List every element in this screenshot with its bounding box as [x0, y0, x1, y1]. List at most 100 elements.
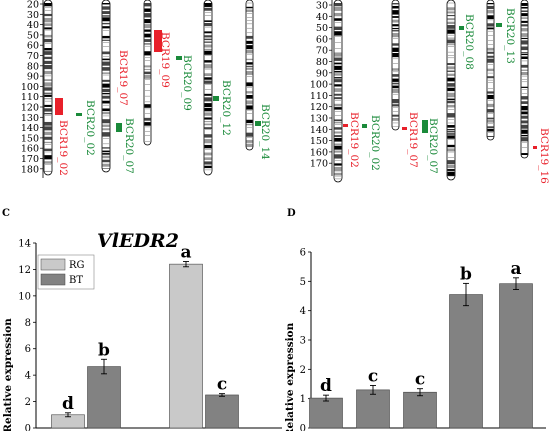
qtl-label: BCR19_02 [348, 112, 360, 168]
qtl-label: BCR20_07 [427, 118, 439, 174]
panel-d-letter: D [287, 208, 296, 219]
chart-c-y-tick-label: 10 [18, 291, 31, 302]
qtl-marker [402, 127, 407, 130]
ruler-tick-label: 70 [316, 46, 328, 57]
qtl-marker [496, 23, 502, 27]
qtl-label: BCR20_08 [463, 14, 475, 70]
qtl-marker [459, 26, 464, 30]
ruler-tick-label: 100 [21, 82, 39, 93]
ruler-tick-label: 90 [316, 68, 328, 79]
qtl-marker [343, 124, 348, 127]
chart-c-bar [169, 263, 203, 429]
ruler-tick-label: 160 [21, 144, 39, 155]
qtl-label: BCR19_07 [407, 112, 419, 168]
chart-d-significance-letter: b [460, 264, 472, 284]
ruler-tick-label: 120 [310, 102, 328, 113]
chromosome-b2 [391, 0, 400, 131]
chart-c-y-tick-label: 8 [25, 318, 31, 329]
ruler-tick-label: 30 [27, 10, 39, 21]
ruler-tick-label: 80 [27, 61, 39, 72]
ruler-tick-label: 80 [316, 57, 328, 68]
chart-c-y-tick-label: 6 [25, 344, 31, 355]
ruler-tick-label: 30 [316, 1, 328, 12]
qtl-marker [154, 30, 162, 52]
ruler-tick-label: 150 [21, 133, 39, 144]
chart-d-bar [356, 389, 390, 429]
qtl-marker [116, 123, 122, 132]
chart-c-significance-letter: a [180, 243, 191, 263]
ruler-tick-label: 170 [310, 159, 328, 170]
ruler-tick-label: 50 [316, 23, 328, 34]
qtl-label: BCR20_13 [504, 8, 516, 64]
qtl-marker [176, 56, 182, 60]
chromosome-a4 [203, 0, 213, 176]
chart-c-significance-letter: b [98, 340, 110, 360]
ruler-tick-label: 100 [310, 80, 328, 91]
chart-c-bar [87, 366, 121, 429]
chart-d-bar [403, 391, 437, 429]
ruler-tick-label: 40 [27, 20, 39, 31]
chart-d-significance-letter: a [510, 259, 521, 279]
ruler-tick-label: 70 [27, 51, 39, 62]
qtl-marker [255, 121, 261, 126]
ruler-tick-label: 150 [310, 136, 328, 147]
ruler-tick-label: 60 [27, 41, 39, 52]
qtl-label: BCR20_09 [181, 55, 193, 111]
chart-c-y-tick-label: 14 [18, 239, 31, 250]
chromosome-panel-a: 2030405060708090100110120130140150160170… [21, 0, 271, 178]
chart-c-legend: RG BT [37, 254, 95, 290]
chart-c-title: VlEDR2 [97, 230, 179, 252]
chromosome-b4 [486, 0, 495, 141]
ruler-tick-label: 140 [310, 125, 328, 136]
legend-swatch [40, 273, 66, 286]
qtl-label: BCR20_07 [123, 118, 135, 174]
chromosome-b1 [333, 0, 343, 183]
qtl-label: BCR19_07 [117, 50, 129, 106]
ruler-tick-label: 160 [310, 147, 328, 158]
qtl-marker [76, 113, 82, 116]
ruler-tick-label: 180 [21, 164, 39, 175]
ruler-tick-label: 130 [310, 114, 328, 125]
legend-swatch [40, 258, 66, 271]
ruler-tick-label: 60 [316, 34, 328, 45]
ruler-tick-label: 50 [27, 30, 39, 41]
chromosome-a3 [143, 0, 152, 146]
qtl-label: BCR20_12 [220, 80, 232, 136]
chromosome-b3 [446, 0, 456, 181]
chart-d-significance-letter: c [415, 370, 425, 390]
chart-d-y-tick-label: 6 [300, 248, 306, 259]
chart-d-bar [309, 397, 343, 429]
chart-d-y-tick-label: 0 [300, 424, 306, 431]
chart-d-y-tick-label: 4 [300, 306, 306, 317]
panel-c-letter: C [2, 208, 10, 219]
ruler-tick-label: 110 [21, 92, 39, 103]
qtl-label: BCR19_09 [159, 32, 171, 88]
ruler-tick-label: 110 [310, 91, 328, 102]
chart-d-bar [499, 283, 533, 429]
ruler-tick-label: 20 [27, 0, 39, 11]
chromosome-b5 [520, 0, 529, 159]
chromosome-a1 [43, 0, 53, 176]
qtl-marker [55, 98, 63, 115]
ruler-tick-label: 40 [316, 12, 328, 23]
qtl-marker [533, 146, 537, 149]
chart-d-y-label: Relative expression [284, 322, 296, 431]
qtl-label: BCR19_02 [57, 120, 69, 176]
legend-label: BT [69, 275, 83, 286]
ruler-tick-label: 130 [21, 113, 39, 124]
qtl-marker [362, 124, 367, 128]
ruler-tick-label: 140 [21, 123, 39, 134]
chart-d-y-tick-label: 5 [300, 277, 306, 288]
chart-c-y-tick-label: 4 [25, 371, 31, 382]
chart-d-y-tick-label: 2 [300, 365, 306, 376]
chart-c-bar [205, 394, 239, 429]
chart-c-y-tick-label: 12 [18, 265, 31, 276]
qtl-label: BCR20_02 [84, 100, 96, 156]
bar-chart-d: 0 1 2 3 4 5 6 Relative expression d c c b a [284, 248, 546, 431]
chart-c-y-label: Relative expression [2, 318, 14, 431]
bar-chart-c: 0 2 4 6 8 10 12 14 Relative expression VlEDR2 RG BT… [2, 230, 282, 431]
chromosome-ruler-a: 2030405060708090100110120130140150160170… [21, 0, 44, 178]
